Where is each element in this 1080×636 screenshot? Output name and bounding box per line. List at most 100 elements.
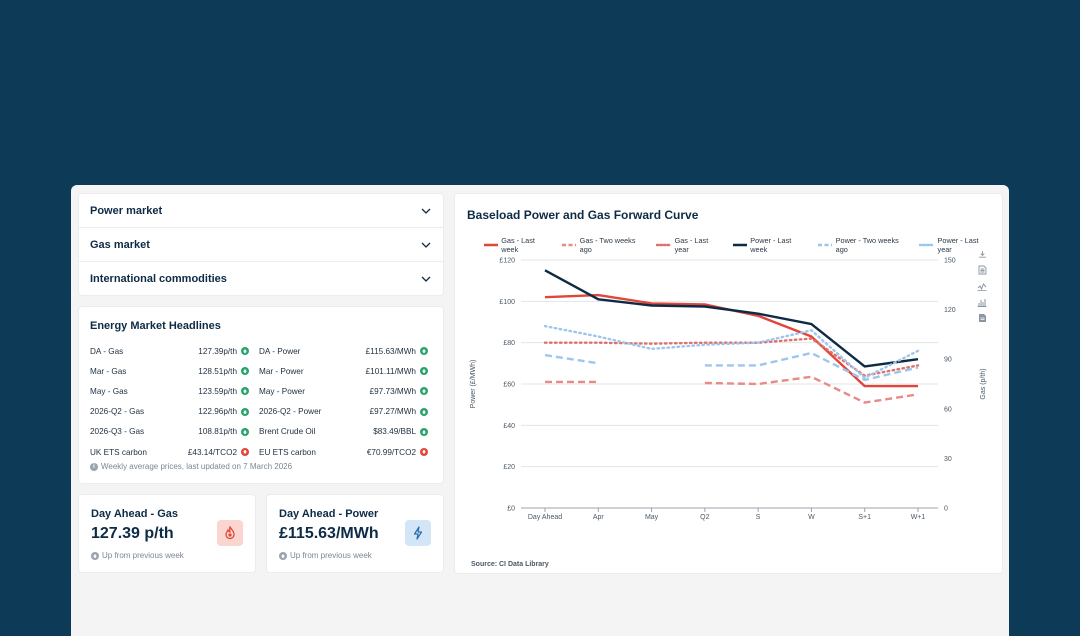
energy-headlines-card: Energy Market Headlines DA - Gas 127.39p/… [79, 307, 443, 483]
headline-value: £115.63/MWh [365, 346, 416, 356]
headline-value: 128.51p/th [198, 366, 237, 376]
headline-value: 127.39p/th [198, 346, 237, 356]
x-tick-label: May [645, 514, 659, 521]
accordion-gas-market[interactable]: Gas market [79, 228, 443, 262]
kpi-title: Day Ahead - Power [279, 508, 379, 520]
chart-title: Baseload Power and Gas Forward Curve [467, 208, 699, 222]
headline-cell: Mar - Gas 128.51p/th [90, 367, 259, 376]
up-arrow-icon [241, 407, 249, 416]
kpi-note: Up from previous week [91, 551, 184, 560]
headline-name: May - Gas [90, 386, 128, 396]
headline-cell: DA - Power £115.63/MWh [259, 347, 428, 356]
headline-cell: Brent Crude Oil $83.49/BBL [259, 427, 428, 436]
headlines-note: i Weekly average prices, last updated on… [90, 462, 292, 471]
legend-swatch [733, 243, 748, 247]
headline-value: €70.99/TCO2 [366, 447, 416, 457]
x-tick-label: S+1 [858, 514, 871, 521]
headline-cell: May - Power £97.73/MWh [259, 387, 428, 396]
headline-row: UK ETS carbon £43.14/TCO2 EU ETS carbon €70… [90, 442, 428, 462]
headline-cell: DA - Gas 127.39p/th [90, 347, 259, 356]
headline-value: £97.73/MWh [369, 386, 416, 396]
legend-item[interactable]: Gas - Last week [483, 236, 551, 254]
headline-name: 2026-Q2 - Gas [90, 407, 145, 417]
x-tick-label: W+1 [911, 514, 926, 521]
flame-icon [217, 520, 243, 546]
headline-name: DA - Power [259, 346, 301, 356]
legend-item[interactable]: Gas - Last year [656, 236, 722, 254]
headline-cell: UK ETS carbon £43.14/TCO2 [90, 448, 259, 457]
legend-label: Gas - Two weeks ago [579, 236, 636, 254]
y-tick-label-right: 0 [944, 506, 948, 513]
document-icon[interactable] [975, 262, 989, 278]
legend-label: Gas - Last year [674, 236, 709, 254]
headline-row: 2026-Q2 - Gas 122.96p/th 2026-Q2 - Power £9… [90, 402, 428, 422]
y-tick-label-left: £20 [503, 464, 515, 471]
y-axis-title-left: Power (£/MWh) [470, 360, 477, 409]
headline-cell: May - Gas 123.59p/th [90, 387, 259, 396]
legend-swatch [818, 243, 833, 247]
legend-item[interactable]: Power - Last year [919, 236, 992, 254]
headline-cell: 2026-Q3 - Gas 108.81p/th [90, 427, 259, 436]
headline-cell: 2026-Q2 - Gas 122.96p/th [90, 407, 259, 416]
headline-name: EU ETS carbon [259, 447, 316, 457]
headlines-note-text: Weekly average prices, last updated on 7… [101, 462, 293, 471]
chevron-down-icon [421, 242, 431, 248]
accordion-international-commodities[interactable]: International commodities [79, 262, 443, 295]
headline-row: Mar - Gas 128.51p/th Mar - Power £101.11/MW… [90, 361, 428, 381]
legend-item[interactable]: Gas - Two weeks ago [561, 236, 646, 254]
headline-cell: Mar - Power £101.11/MWh [259, 367, 428, 376]
table-icon[interactable] [975, 310, 989, 326]
legend-label: Power - Last week [750, 236, 792, 254]
kpi-day-ahead-power: Day Ahead - Power £115.63/MWh Up from pr… [267, 495, 443, 572]
legend-label: Gas - Last week [501, 236, 535, 254]
series-line-power-last-year [543, 324, 920, 379]
kpi-title: Day Ahead - Gas [91, 508, 179, 520]
series-line-gas-last-week [544, 293, 918, 388]
legend-item[interactable]: Power - Two weeks ago [817, 236, 909, 254]
series-line-power-two-weeks-ago [544, 353, 599, 365]
accordion-label: Gas market [90, 238, 150, 251]
y-tick-label-left: £100 [499, 299, 515, 306]
market-accordion: Power market Gas market International co… [79, 194, 443, 295]
line-chart-icon[interactable] [975, 278, 989, 294]
headline-value: 108.81p/th [198, 427, 237, 437]
forward-curve-chart: £0 £20 £40 £60 £80 £100 £120 0 30 60 90 120 150 Day A… [470, 258, 987, 522]
kpi-value: £115.63/MWh [279, 525, 379, 542]
chart-legend: Gas - Last week Gas - Two weeks ago Gas - … [483, 236, 1002, 254]
legend-label: Power - Last year [937, 236, 979, 254]
kpi-note: Up from previous week [279, 551, 372, 560]
headline-value: 122.96p/th [198, 407, 237, 417]
headline-name: Mar - Gas [90, 366, 127, 376]
series-line-power-two-weeks-ago [704, 351, 919, 382]
y-tick-label-left: £80 [503, 340, 515, 347]
headline-name: May - Power [259, 386, 305, 396]
headline-value: £101.11/MWh [365, 366, 416, 376]
lightning-icon [405, 520, 431, 546]
headline-name: Brent Crude Oil [259, 427, 316, 437]
headline-name: 2026-Q2 - Power [259, 407, 322, 417]
up-arrow-icon [420, 427, 428, 436]
legend-item[interactable]: Power - Last week [732, 236, 807, 254]
y-tick-label-right: 120 [944, 307, 956, 314]
headlines-grid: DA - Gas 127.39p/th DA - Power £115.63/MWh M… [90, 341, 428, 462]
kpi-note-text: Up from previous week [290, 551, 372, 560]
up-arrow-icon [241, 367, 249, 376]
accordion-power-market[interactable]: Power market [79, 194, 443, 228]
headline-value: 123.59p/th [198, 386, 237, 396]
headlines-title: Energy Market Headlines [90, 320, 221, 332]
x-tick-label: Apr [593, 514, 605, 521]
kpi-value: 127.39 p/th [91, 525, 174, 542]
y-tick-label-left: £0 [507, 506, 515, 513]
x-tick-label: W [808, 514, 815, 521]
chevron-down-icon [421, 208, 431, 214]
series-line-gas-two-weeks-ago [704, 375, 919, 404]
legend-swatch [656, 243, 672, 247]
up-arrow-icon [91, 551, 99, 560]
headline-row: 2026-Q3 - Gas 108.81p/th Brent Crude Oil $8… [90, 422, 428, 442]
bar-chart-icon[interactable] [975, 294, 989, 310]
legend-swatch [919, 243, 935, 247]
download-icon[interactable] [975, 246, 989, 262]
headline-row: May - Gas 123.59p/th May - Power £97.73/MWh [90, 381, 428, 401]
x-tick-label: Day Ahead [528, 514, 562, 521]
y-tick-label-right: 90 [944, 357, 952, 364]
